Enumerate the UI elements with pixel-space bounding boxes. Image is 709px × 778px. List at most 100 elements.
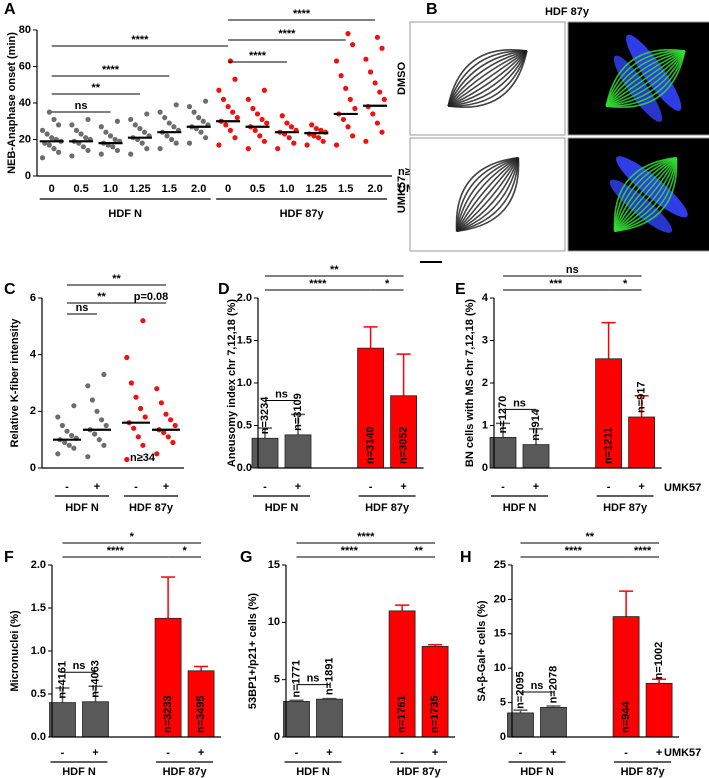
y-tick-label: 15 [494, 628, 506, 640]
data-point [220, 96, 227, 102]
data-point [139, 140, 145, 146]
x-tick-label: 1.25 [129, 183, 150, 195]
group-label: HDF 87y [129, 502, 174, 514]
significance-label: ns [73, 660, 86, 672]
significance-label: **** [102, 64, 120, 76]
data-point [186, 140, 193, 146]
data-point [92, 431, 98, 437]
data-point [379, 129, 385, 135]
data-point [89, 397, 95, 403]
x-tick-label: + [656, 747, 662, 759]
group-label: HDF N [520, 766, 554, 778]
group-label: HDF N [265, 502, 299, 514]
significance-label: ** [414, 545, 423, 557]
channel-label: Tubulin [680, 237, 709, 249]
channel-label: DAPI [649, 237, 675, 249]
n-label: n=1270 [497, 396, 509, 434]
microtubule [447, 50, 528, 107]
significance-label: ** [92, 82, 101, 94]
significance-label: ns [513, 397, 526, 409]
data-point [44, 131, 50, 137]
data-point [140, 318, 146, 324]
y-tick-label: 1 [482, 419, 488, 431]
data-point [198, 129, 204, 135]
y-axis-label: 53BP1+/p21+ cells (%) [247, 593, 259, 710]
microtubule [614, 157, 678, 233]
significance-label: **** [565, 545, 583, 557]
data-point [234, 115, 240, 121]
y-tick-label: 40 [19, 97, 31, 109]
n-label: n=2078 [547, 666, 559, 704]
y-tick-label: 0 [274, 731, 280, 743]
microtubule [613, 156, 677, 232]
x-tick-label: - [295, 747, 299, 759]
data-point [64, 428, 70, 434]
microtubule [605, 50, 686, 107]
data-point [275, 146, 281, 152]
y-tick-label: 10 [494, 662, 506, 674]
y-tick-label: 10 [268, 616, 280, 628]
significance-label: **** [293, 8, 311, 20]
bar [522, 444, 550, 469]
microtubule [455, 156, 519, 232]
data-point [154, 451, 160, 457]
data-point [372, 80, 378, 86]
data-point [71, 403, 77, 409]
n-label: n=944 [620, 701, 632, 733]
y-tick-label: 0.0 [237, 462, 252, 474]
spindle [447, 49, 528, 108]
n-label: n=917 [636, 382, 648, 414]
data-point [363, 138, 369, 144]
data-point [55, 451, 61, 457]
microtubule [447, 50, 528, 107]
y-tick-label: 0 [500, 731, 506, 743]
data-point [191, 109, 197, 115]
data-point [232, 76, 238, 82]
data-point [379, 45, 385, 51]
n-label: n=4161 [56, 661, 68, 699]
group-label: HDF 87y [365, 502, 410, 514]
panel-letter: D [218, 281, 230, 298]
bar [645, 682, 673, 738]
y-tick-label: 80 [19, 24, 31, 36]
x-tick-label: - [166, 747, 170, 759]
microtubule [447, 50, 528, 107]
microtubule [456, 157, 520, 233]
data-point [216, 87, 222, 93]
x-tick-label: 1.25 [306, 183, 327, 195]
data-point [313, 125, 319, 132]
significance-label: * [385, 278, 390, 290]
data-point [56, 122, 62, 128]
significance-label: **** [278, 28, 296, 40]
data-point [261, 87, 267, 93]
data-point [142, 414, 148, 420]
x-tick-label: + [198, 747, 204, 759]
x-tick-label: 0.5 [73, 183, 88, 195]
data-point [377, 89, 383, 95]
data-point [257, 133, 263, 139]
microtubule [605, 50, 685, 107]
data-point [288, 124, 295, 130]
data-point [227, 58, 233, 64]
microtubule [605, 50, 686, 107]
data-point [173, 140, 179, 146]
data-point [56, 149, 62, 155]
data-point [164, 133, 170, 139]
group-label: HDF 87y [280, 208, 325, 220]
group-label: HDF 87y [603, 502, 648, 514]
data-point [196, 115, 202, 121]
data-point [370, 111, 376, 117]
y-tick-label: 5 [500, 697, 506, 709]
data-point [110, 144, 116, 150]
panel-letter: F [4, 549, 14, 566]
data-point [80, 144, 86, 150]
x-tick-label: + [94, 481, 100, 493]
x-tick-label: 1.5 [162, 183, 177, 195]
significance-label: p=0.08 [134, 291, 169, 303]
y-tick-label: 5 [274, 674, 280, 686]
data-point [284, 120, 290, 126]
data-point [304, 142, 310, 148]
data-point [363, 56, 369, 62]
data-point [154, 386, 160, 392]
n-note: n≥34 [130, 452, 156, 464]
